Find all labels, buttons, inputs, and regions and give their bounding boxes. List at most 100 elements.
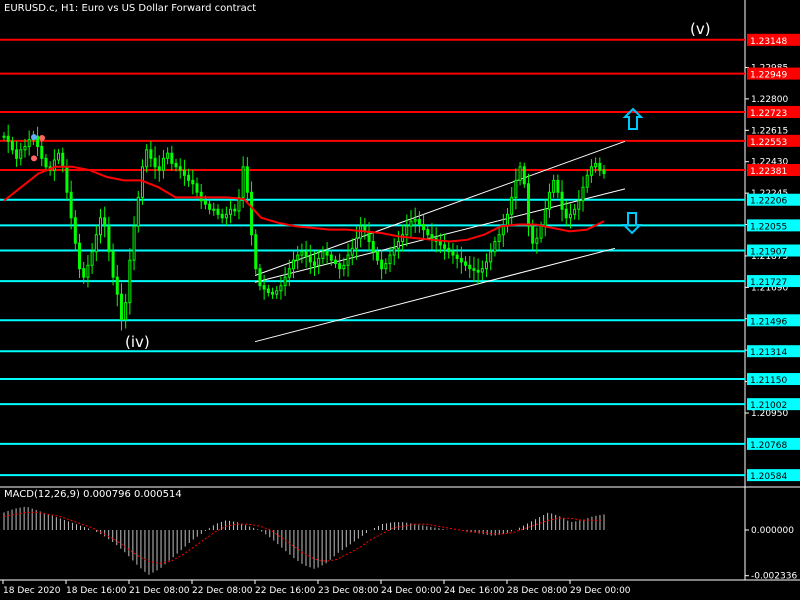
candle-body [552,179,556,193]
arrow-down-icon [621,212,643,235]
candle-body [271,291,275,295]
candle-body [375,251,379,261]
candle-body [464,261,468,266]
candle-body [229,208,233,215]
candle-body [107,225,111,253]
candle-body [15,149,19,159]
time-tick-label: 22 Dec 16:00 [255,586,316,596]
candle-body [36,135,40,147]
trade-marker [31,155,37,162]
candle-body [346,254,350,266]
support-level-tag [747,437,800,450]
wave-label-v: (v) [690,20,711,38]
candle-body [480,268,484,273]
candle-body [308,256,312,263]
candle-body [526,183,530,227]
candle-body [426,229,430,236]
candle-body [119,293,123,321]
macd-signal-line [3,511,604,564]
candle-body [547,191,551,210]
resistance-level-label: 1.22381 [750,167,787,177]
candle-body [2,135,6,138]
candle-body [304,251,308,258]
trade-marker [31,134,37,141]
price-tick-label: 1.22430 [751,158,788,168]
candle-body [170,152,174,164]
candle-body [568,213,572,219]
support-level-tag [747,275,800,288]
candle-body [392,247,396,256]
candle-body [300,251,304,256]
candle-body [296,254,300,261]
candle-body [233,208,237,212]
candle-body [422,224,426,231]
support-level-label: 1.22206 [750,197,787,207]
candle-body [65,166,69,193]
candle-body [539,225,543,239]
price-tick-label: 1.21875 [751,252,788,262]
candle-body [208,203,212,210]
support-level-tag [747,373,800,386]
resistance-level-tag [747,134,800,147]
chart-header: EURUSD.c, H1: Euro vs US Dollar Forward … [4,3,256,14]
candle-body [237,196,241,212]
candle-body [497,234,501,243]
candle-body [476,269,480,273]
candle-body [132,225,136,261]
candle-body [447,247,451,253]
candle-body [396,241,400,249]
support-level-tag [747,314,800,327]
candle-body [585,174,589,188]
candle-body [598,162,602,171]
candle-body [57,152,61,161]
wave-label-iv: (iv) [125,333,150,351]
candle-body [472,268,476,271]
candle-body [61,152,65,168]
candle-body [543,208,547,227]
candle-body [212,208,216,211]
support-level-label: 1.21727 [750,278,787,288]
candle-body [216,208,220,215]
candle-body [321,251,325,259]
candle-body [90,251,94,266]
candle-body [174,162,178,168]
candle-body [287,268,291,278]
candle-body [485,261,489,270]
candle-body [157,166,161,171]
candle-body [317,257,321,266]
candle-body [292,259,296,270]
candle-body [245,166,249,193]
symbol-label: EURUSD.c, H1: [4,3,79,14]
candle-body [401,234,405,243]
time-tick-label: 23 Dec 08:00 [318,586,379,596]
macd-tick-label: -0.002336 [751,572,797,582]
candle-body [581,186,585,202]
candle-body [187,174,191,181]
candle-body [224,213,228,219]
candle-body [417,218,421,226]
symbol-description: Euro vs US Dollar Forward contract [81,3,257,14]
support-level-tag [747,244,800,257]
candle-body [438,241,442,246]
support-level-label: 1.21002 [750,401,787,411]
candle-body [23,145,27,151]
candle-body [78,242,82,270]
candle-body [518,166,522,181]
support-level-label: 1.21907 [750,248,787,258]
candle-body [560,191,564,210]
price-tick-label: 1.22615 [751,126,788,136]
candle-body [86,264,90,278]
support-level-tag [747,219,800,232]
candle-body [182,169,186,176]
candle-body [413,218,417,222]
resistance-level-label: 1.22553 [750,138,787,148]
candle-body [350,247,354,256]
sell-arrow [621,212,643,235]
resistance-level-tag [747,67,800,80]
candle-body [19,149,23,159]
candle-body [115,276,119,295]
time-tick-label: 21 Dec 08:00 [129,586,190,596]
candle-body [354,237,358,249]
